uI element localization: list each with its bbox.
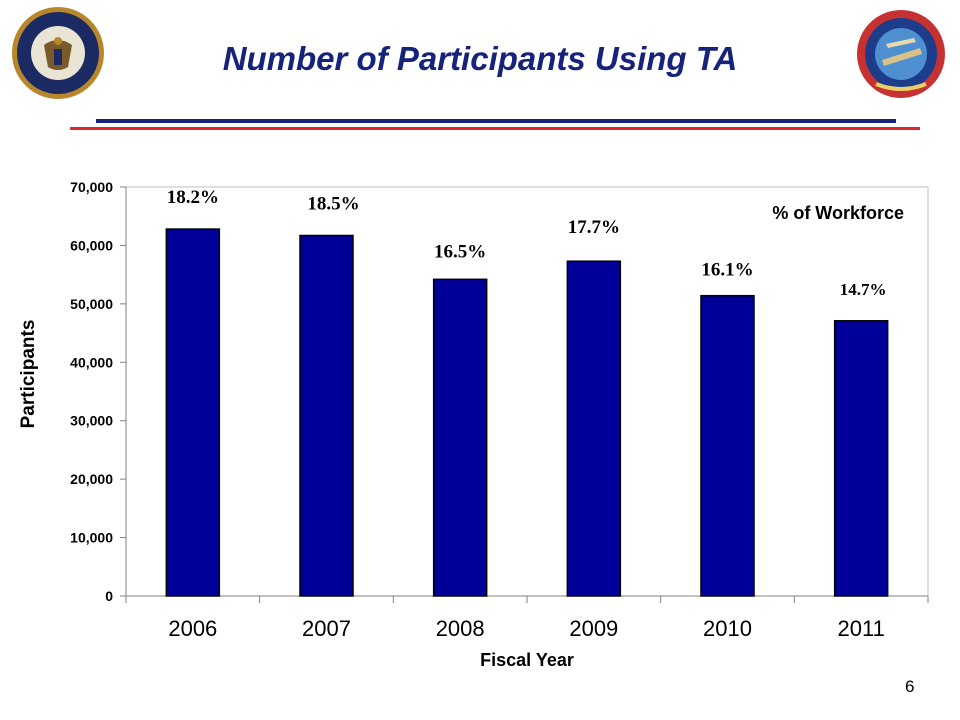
data-label-2008: 16.5% xyxy=(434,241,486,262)
x-tick-label: 2009 xyxy=(569,616,618,641)
y-axis-label: Participants xyxy=(18,320,39,429)
y-tick-label: 20,000 xyxy=(70,471,113,487)
y-tick-label: 70,000 xyxy=(70,179,113,195)
x-tick-label: 2008 xyxy=(436,616,485,641)
title-rule-blue xyxy=(96,119,896,123)
data-label-2009: 17.7% xyxy=(568,217,620,238)
data-label-2006: 18.2% xyxy=(167,187,219,208)
data-label-2011: 14.7% xyxy=(840,280,887,299)
y-tick-label: 60,000 xyxy=(70,237,113,253)
x-axis-label: Fiscal Year xyxy=(480,650,574,670)
slide-title: Number of Participants Using TA xyxy=(222,40,738,77)
bar-2009 xyxy=(566,260,622,597)
y-tick-label: 0 xyxy=(105,588,113,604)
x-tick-label: 2007 xyxy=(302,616,351,641)
page-number: 6 xyxy=(905,677,915,696)
data-label-2007: 18.5% xyxy=(307,193,359,214)
x-tick-label: 2006 xyxy=(168,616,217,641)
plot-area-border xyxy=(125,186,929,597)
x-tick-label: 2010 xyxy=(703,616,752,641)
y-tick-label: 40,000 xyxy=(70,354,113,370)
data-label-2010: 16.1% xyxy=(701,260,753,281)
workforce-annotation: % of Workforce xyxy=(772,203,904,223)
x-tick-label: 2011 xyxy=(838,616,885,641)
y-tick-label: 30,000 xyxy=(70,413,113,429)
y-tick-label: 50,000 xyxy=(70,296,113,312)
bar-2011 xyxy=(833,320,889,597)
bar-2010 xyxy=(700,294,755,597)
bar-2007 xyxy=(299,234,354,597)
navy-seal-icon xyxy=(12,7,104,99)
y-tick-label: 10,000 xyxy=(70,530,113,546)
title-rule-red xyxy=(70,127,920,130)
netc-seal-icon xyxy=(857,10,945,98)
bar-2006 xyxy=(165,228,221,597)
bar-2008 xyxy=(432,278,488,597)
